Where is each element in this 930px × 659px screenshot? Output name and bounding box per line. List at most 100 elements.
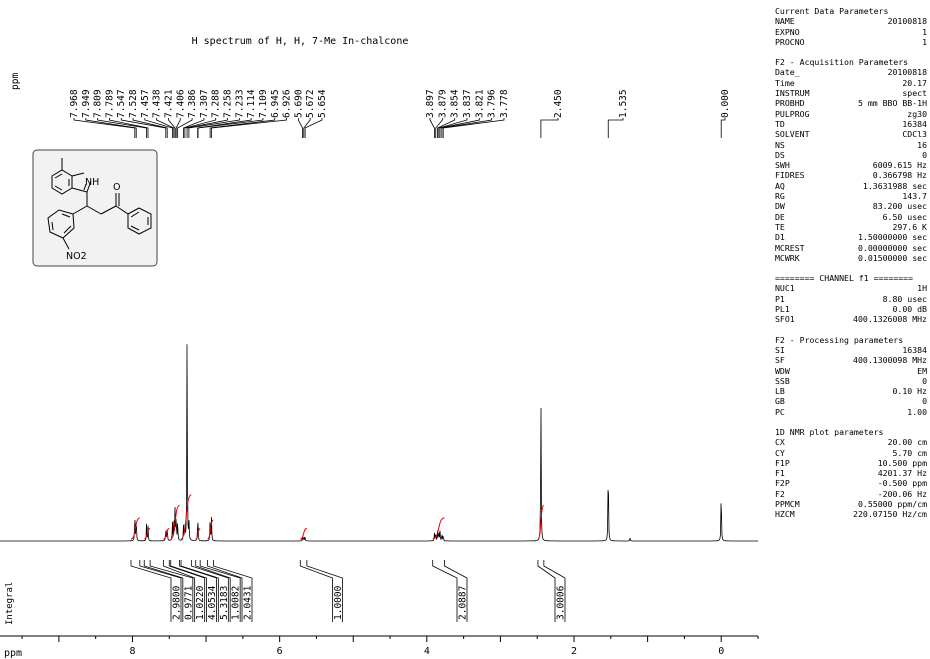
- param-value: 0.00000000 sec: [857, 242, 927, 253]
- integral-bracket-right-6: [213, 560, 253, 622]
- integral-value-1: 0.9771: [183, 585, 194, 620]
- param-value: 0: [922, 149, 927, 160]
- param-key: F2: [775, 488, 785, 499]
- peak-label-4: 7.547: [116, 89, 127, 118]
- param-key: MCREST: [775, 242, 805, 253]
- peak-label-6: 7.457: [140, 89, 151, 118]
- integral-regions: 2.9800 0.9771 1.0220 4.0534 5.3183 1.0082 2.04…: [130, 560, 567, 622]
- param-row: TD 16384: [775, 119, 927, 129]
- integral-bracket-left-7: [299, 560, 333, 622]
- param-key: DS: [775, 149, 785, 160]
- param-key: NUC1: [775, 283, 795, 294]
- param-row: GB 0: [775, 396, 927, 406]
- param-value: spect: [902, 88, 927, 99]
- param-row: PL1 0.00 dB: [775, 304, 927, 314]
- peak-connector-16: [197, 118, 264, 138]
- integral-curve-9: [537, 504, 545, 540]
- structure-label-no2: NO2: [66, 251, 87, 262]
- param-value: 20100818: [887, 67, 927, 78]
- integral-bracket-left-1: [143, 560, 184, 622]
- integral-bracket-left-0: [130, 560, 172, 622]
- peak-label-31: 0.000: [720, 89, 731, 118]
- param-value: 16384: [902, 344, 927, 355]
- param-key: GB: [775, 396, 785, 407]
- param-key: SF: [775, 355, 785, 366]
- param-value: 8.80 usec: [882, 293, 927, 304]
- param-row: EXPNO 1: [775, 27, 927, 37]
- param-value: 0: [922, 396, 927, 407]
- param-row: WDW EM: [775, 366, 927, 376]
- integral-bracket-left-9: [537, 560, 556, 622]
- param-key: SSB: [775, 375, 790, 386]
- param-value: 1H: [917, 283, 927, 294]
- integral-curve-6: [207, 519, 214, 540]
- structure-diagram: NH O NO2: [32, 149, 158, 267]
- peak-connector-30: [607, 118, 624, 138]
- param-key: P1: [775, 293, 785, 304]
- param-key: FIDRES: [775, 170, 805, 181]
- peak-label-29: 2.450: [553, 89, 564, 118]
- param-key: CY: [775, 447, 785, 458]
- peak-label-24: 3.854: [450, 89, 461, 118]
- peak-connector-10: [177, 118, 193, 138]
- param-row: F1P 10.500 ppm: [775, 458, 927, 468]
- integral-value-5: 1.0082: [231, 586, 242, 620]
- param-key: CX: [775, 437, 785, 448]
- peak-label-27: 3.796: [487, 89, 498, 118]
- param-section: Current Data Parameters NAME 20100818 EXPNO…: [775, 6, 927, 47]
- param-value: CDCl3: [902, 129, 927, 140]
- peak-label-13: 7.258: [223, 89, 234, 118]
- integral-bracket-left-6: [207, 560, 243, 622]
- peak-connector-1: [85, 118, 137, 138]
- param-row: NAME 20100818: [775, 16, 927, 26]
- param-value: zg30: [907, 108, 927, 119]
- integral-curve-0: [130, 517, 141, 540]
- param-section: F2 - Processing parameters SI 16384 SF 400.1…: [775, 335, 927, 417]
- peak-connector-29: [540, 118, 559, 138]
- param-row: PULPROG zg30: [775, 109, 927, 119]
- peak-connector-7: [156, 118, 175, 138]
- param-key: PC: [775, 406, 785, 417]
- param-value: -0.500 ppm: [877, 478, 927, 489]
- peak-connector-5: [132, 118, 168, 138]
- param-value: 0.10 Hz: [892, 386, 927, 397]
- integral-bracket-right-4: [190, 560, 229, 622]
- param-value: EM: [917, 365, 927, 376]
- param-row: NS 16: [775, 140, 927, 150]
- integral-curve-5: [195, 527, 201, 540]
- peak-connector-27: [441, 118, 493, 138]
- integral-value-2: 1.0220: [195, 585, 206, 620]
- integral-value-7: 1.0000: [333, 585, 344, 620]
- integral-bracket-left-4: [180, 560, 219, 622]
- param-value: 10.500 ppm: [877, 457, 927, 468]
- param-value: 20.00 cm: [887, 437, 927, 448]
- integral-value-8: 2.0887: [458, 586, 469, 620]
- param-row: Time 20.17: [775, 78, 927, 88]
- param-row: TE 297.6 K: [775, 222, 927, 232]
- integral-bracket-right-7: [306, 560, 343, 622]
- integral-bracket-right-0: [139, 560, 182, 622]
- param-key: F2P: [775, 478, 790, 489]
- integral-bracket-right-8: [444, 560, 468, 622]
- integral-value-0: 2.9800: [172, 585, 183, 620]
- param-value: 400.1326008 MHz: [853, 314, 927, 325]
- param-section-title: ======== CHANNEL f1 ========: [775, 273, 914, 284]
- param-row: Date_ 20100818: [775, 67, 927, 77]
- peak-label-5: 7.528: [128, 89, 139, 118]
- peak-connector-13: [186, 118, 228, 138]
- param-row: AQ 1.3631988 sec: [775, 181, 927, 191]
- param-value: 5.70 cm: [892, 447, 927, 458]
- peak-label-7: 7.438: [152, 89, 163, 118]
- peak-label-12: 7.288: [211, 89, 222, 118]
- param-row: D1 1.50000000 sec: [775, 232, 927, 242]
- peak-labels: 7.968 7.949 7.809 7.789 7.547 7.528 7.457 7.438…: [69, 89, 731, 138]
- param-value: 0.55000 ppm/cm: [857, 499, 927, 510]
- peak-label-9: 7.406: [175, 89, 186, 118]
- param-value: 1: [922, 26, 927, 37]
- peak-label-8: 7.421: [163, 89, 174, 118]
- peak-connector-31: [720, 118, 726, 138]
- integral-value-9: 3.0006: [556, 585, 567, 620]
- peak-label-22: 3.897: [425, 89, 436, 118]
- param-row: HZCM 220.07150 Hz/cm: [775, 509, 927, 519]
- integral-curve-4: [180, 494, 192, 540]
